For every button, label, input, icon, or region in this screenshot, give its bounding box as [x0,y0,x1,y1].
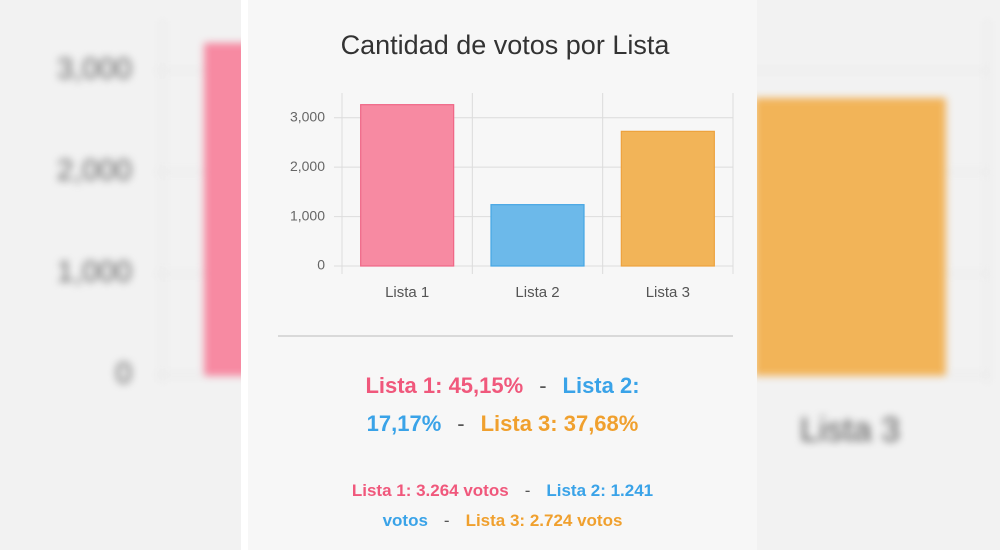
summary-line: Lista 1: 45,15% - Lista 2: [248,367,757,405]
card: Cantidad de votos por Lista 0 1,000 2,000 3… [248,0,757,550]
summary-text: Lista 1: 3.264 votos [351,481,509,500]
bar [490,204,585,267]
summary-line: votos - Lista 3: 2.724 votos [248,506,757,536]
separator-text: - [539,373,547,398]
summary-text: Lista 3: 37,68% [480,411,639,436]
y-tick-label: 1,000 [57,255,132,288]
summary-text: Lista 1: 45,15% [365,373,524,398]
bar [620,130,715,267]
percent-summary: Lista 1: 45,15% - Lista 2: 17,17% - Lista 3: … [248,367,757,443]
separator-text: - [457,411,465,436]
summary-line: Lista 1: 3.264 votos - Lista 2: 1.241 [248,476,757,506]
chart-title: Cantidad de votos por Lista [341,30,671,60]
y-tick-label: 3,000 [290,108,325,124]
x-tick-label: Lista 2 [515,284,559,301]
x-tick-label: Lista 1 [385,284,429,301]
y-tick-label: 0 [115,357,132,390]
vote-summary: Lista 1: 3.264 votos - Lista 2: 1.241 votos… [248,476,757,536]
summary-text: Lista 3: 2.724 votos [465,511,623,530]
separator-text: - [524,481,531,500]
separator-text: - [443,511,450,530]
divider [241,0,248,550]
summary-line: 17,17% - Lista 3: 37,68% [248,405,757,443]
summary-text: Lista 2: [562,373,640,398]
y-tick-label: 0 [317,257,325,273]
y-tick-label: 1,000 [290,207,325,223]
x-tick-label: Lista 3 [800,411,900,449]
summary-text: Lista 2: 1.241 [546,481,654,500]
y-tick-label: 2,000 [290,158,325,174]
summary-text: votos [382,511,428,530]
bar [360,104,455,267]
y-tick-label: 3,000 [57,53,132,86]
summary-text: 17,17% [366,411,442,436]
x-tick-label: Lista 3 [646,284,690,301]
bar [754,98,946,376]
y-tick-label: 2,000 [57,154,132,187]
chart: Cantidad de votos por Lista 0 1,000 2,000 3… [278,30,734,337]
